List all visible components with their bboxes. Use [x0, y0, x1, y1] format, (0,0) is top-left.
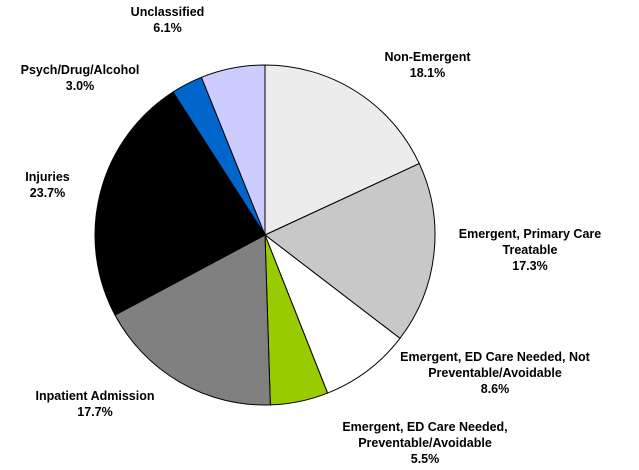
category-label: Emergent, ED Care Needed, Not Preventabl…	[400, 350, 590, 380]
value-label: 5.5%	[410, 452, 440, 466]
slice-label: Emergent, ED Care Needed, Not Preventabl…	[395, 349, 595, 397]
category-label: Psych/Drug/Alcohol	[20, 63, 140, 77]
slice-label: Emergent, ED Care Needed, Preventable/Av…	[325, 419, 525, 467]
pie-slice	[263, 233, 401, 394]
pie-slice	[264, 162, 436, 340]
value-label: 18.1%	[409, 66, 446, 80]
slice-label: Psych/Drug/Alcohol 3.0%	[5, 62, 155, 94]
pie-slice	[94, 91, 266, 316]
value-label: 8.6%	[480, 382, 510, 396]
category-label: Injuries	[25, 170, 70, 184]
value-label: 3.0%	[65, 79, 95, 93]
category-label: Emergent, ED Care Needed, Preventable/Av…	[342, 420, 508, 450]
slice-label: Inpatient Admission 17.7%	[10, 388, 180, 420]
value-label: 17.3%	[512, 259, 548, 273]
pie-slice	[114, 234, 271, 406]
pie-slice	[264, 64, 420, 236]
value-label: 6.1%	[153, 21, 182, 35]
pie-slice	[200, 64, 266, 236]
category-label: Emergent, Primary Care Treatable	[458, 227, 602, 257]
slice-label: Non-Emergent 18.1%	[365, 49, 490, 81]
category-label: Non-Emergent	[384, 50, 471, 64]
slice-label: Unclassified 6.1%	[110, 4, 225, 36]
slice-label: Injuries 23.7%	[5, 169, 90, 201]
value-label: 17.7%	[77, 405, 113, 419]
category-label: Inpatient Admission	[35, 389, 155, 403]
category-label: Unclassified	[130, 5, 205, 19]
slice-label: Emergent, Primary Care Treatable 17.3%	[455, 226, 605, 274]
value-label: 23.7%	[29, 186, 66, 200]
